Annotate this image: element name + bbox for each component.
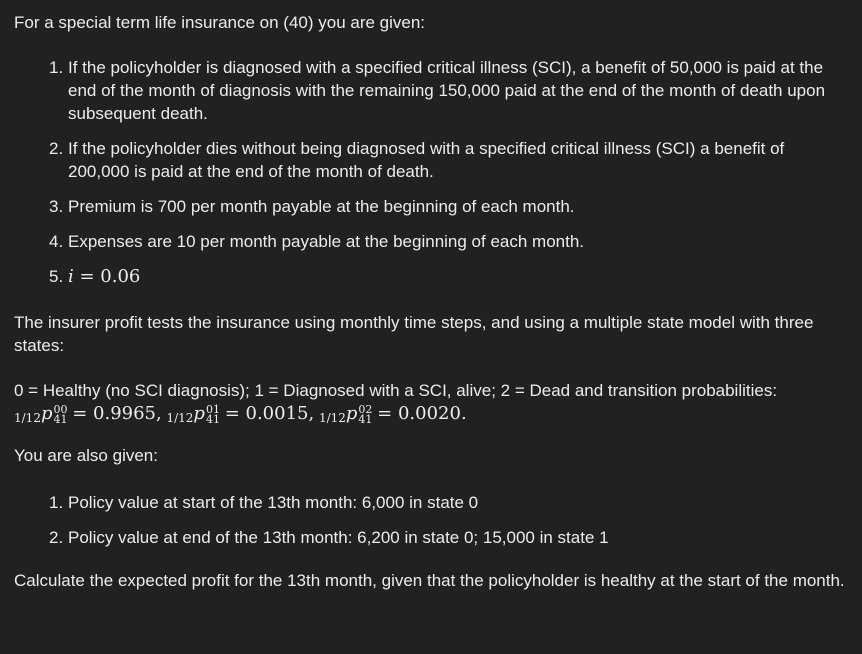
profit-test-paragraph: The insurer profit tests the insurance u… bbox=[14, 313, 814, 355]
given-item-3: 3. Premium is 700 per month payable at t… bbox=[14, 195, 850, 218]
item-number: 1. bbox=[49, 493, 64, 512]
item-number: 2. bbox=[49, 528, 64, 547]
intro-text: For a special term life insurance on (40… bbox=[14, 13, 426, 32]
also-given-text: You are also given: bbox=[14, 446, 158, 465]
probability-p00: 1/12p 00 41 bbox=[14, 402, 68, 426]
given-item-4: 4. Expenses are 10 per month payable at … bbox=[14, 230, 850, 253]
probability-p01: 1/12p 01 41 bbox=[166, 402, 220, 426]
probability-p02: 1/12p 02 41 bbox=[318, 402, 373, 426]
given-item-5: 5. i = 0.06 bbox=[14, 265, 850, 288]
probability-value: = 0.0020. bbox=[377, 403, 467, 424]
given-list: 1. If the policyholder is diagnosed with… bbox=[14, 56, 850, 288]
item-text: Policy value at start of the 13th month:… bbox=[68, 493, 479, 512]
math-equation: = 0.06 bbox=[73, 266, 141, 287]
item-number: 4. bbox=[49, 232, 64, 251]
states-text: 0 = Healthy (no SCI diagnosis); 1 = Diag… bbox=[14, 381, 778, 400]
item-text: Expenses are 10 per month payable at the… bbox=[68, 232, 585, 251]
item-text: If the policyholder dies without being d… bbox=[68, 139, 785, 181]
policy-values-list: 1. Policy value at start of the 13th mon… bbox=[14, 491, 850, 549]
given-item-2: 2. If the policyholder dies without bein… bbox=[14, 137, 850, 183]
question-text: Calculate the expected profit for the 13… bbox=[14, 571, 845, 590]
transition-probabilities: 1/12p 00 41 = 0.9965, 1/12p 01 41 = 0.0015, … bbox=[14, 402, 850, 430]
item-text: If the policyholder is diagnosed with a … bbox=[68, 58, 826, 123]
problem-document: For a special term life insurance on (40… bbox=[14, 8, 850, 592]
probability-value: = 0.0015, bbox=[224, 403, 315, 424]
item-number: 3. bbox=[49, 197, 64, 216]
math-variable-i: i bbox=[68, 266, 74, 287]
item-text: Policy value at end of the 13th month: 6… bbox=[68, 528, 609, 547]
value-item-2: 2. Policy value at end of the 13th month… bbox=[14, 526, 850, 549]
item-number: 1. bbox=[49, 58, 64, 77]
given-item-1: 1. If the policyholder is diagnosed with… bbox=[14, 56, 850, 125]
value-item-1: 1. Policy value at start of the 13th mon… bbox=[14, 491, 850, 514]
item-text: Premium is 700 per month payable at the … bbox=[68, 197, 575, 216]
item-number: 2. bbox=[49, 139, 64, 158]
states-paragraph: 0 = Healthy (no SCI diagnosis); 1 = Diag… bbox=[14, 379, 850, 430]
item-number: 5. bbox=[49, 267, 64, 286]
interest-rate-formula: i = 0.06 bbox=[68, 266, 140, 287]
probability-value: = 0.9965, bbox=[72, 403, 162, 424]
